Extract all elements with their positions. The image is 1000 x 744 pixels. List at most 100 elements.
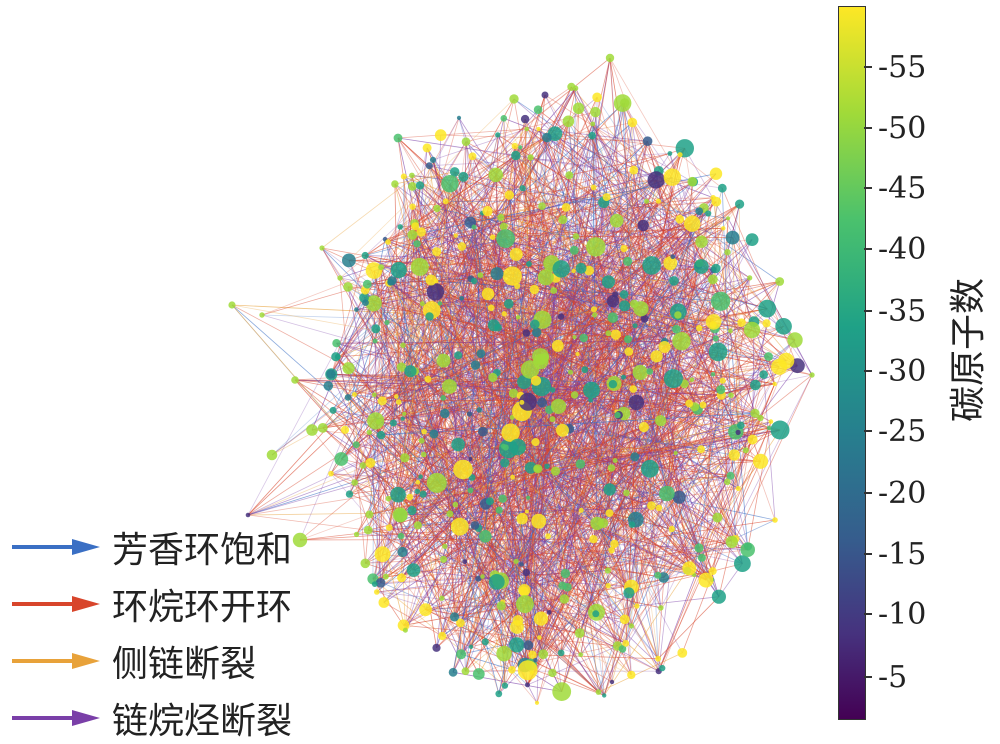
- molecule-node: [535, 701, 539, 705]
- molecule-node: [596, 689, 602, 695]
- molecule-node: [291, 376, 299, 384]
- molecule-node: [668, 151, 673, 156]
- molecule-node: [655, 656, 661, 662]
- molecule-node: [267, 450, 278, 461]
- molecule-node: [664, 369, 683, 388]
- molecule-node: [489, 168, 504, 183]
- molecule-node: [530, 670, 534, 674]
- molecule-node: [592, 312, 597, 317]
- molecule-node: [530, 320, 540, 330]
- molecule-node: [502, 682, 508, 688]
- molecule-node: [605, 330, 611, 336]
- molecule-node: [486, 497, 494, 505]
- molecule-node: [520, 185, 526, 191]
- molecule-node: [523, 329, 531, 337]
- molecule-node: [629, 521, 636, 528]
- molecule-node: [740, 542, 755, 557]
- molecule-node: [659, 341, 671, 353]
- molecule-node: [491, 267, 504, 280]
- molecule-node: [610, 214, 624, 228]
- molecule-node: [509, 637, 524, 652]
- molecule-node: [397, 573, 406, 582]
- molecule-node: [547, 610, 552, 615]
- molecule-node: [549, 416, 555, 422]
- molecule-node: [371, 324, 380, 333]
- molecule-node: [480, 574, 485, 579]
- molecule-node: [326, 369, 335, 378]
- molecule-node: [592, 610, 599, 617]
- molecule-node: [427, 283, 444, 300]
- molecule-node: [394, 134, 403, 143]
- molecule-node: [488, 373, 497, 382]
- colorbar-tick: -5: [864, 660, 907, 694]
- molecule-node: [602, 693, 606, 697]
- molecule-node: [629, 395, 644, 410]
- molecule-node: [591, 306, 597, 312]
- molecule-node: [648, 171, 665, 188]
- molecule-node: [365, 458, 375, 468]
- molecule-node: [583, 382, 600, 399]
- colorbar-tick: -55: [864, 50, 926, 84]
- molecule-node: [763, 319, 771, 327]
- molecule-node: [509, 94, 518, 103]
- molecule-node: [609, 380, 617, 388]
- molecule-node: [378, 396, 387, 405]
- arrow-icon: [12, 708, 102, 728]
- molecule-node: [427, 473, 447, 493]
- molecule-node: [352, 392, 357, 397]
- molecule-node: [408, 182, 417, 191]
- molecule-node: [526, 261, 532, 267]
- molecule-node: [687, 177, 697, 187]
- molecule-node: [620, 98, 629, 107]
- molecule-node: [407, 230, 417, 240]
- molecule-node: [477, 349, 486, 358]
- molecule-node: [495, 690, 502, 697]
- molecule-node: [343, 282, 353, 292]
- molecule-node: [404, 365, 416, 377]
- molecule-node: [716, 385, 725, 394]
- molecule-node: [620, 290, 629, 299]
- legend-item-aromatic-saturation: 芳香环饱和: [12, 522, 292, 572]
- colorbar-tick: -45: [864, 171, 926, 205]
- molecule-node: [537, 398, 547, 408]
- molecule-node: [634, 603, 639, 608]
- molecule-node: [633, 365, 648, 380]
- molecule-node: [401, 174, 407, 180]
- colorbar: [838, 6, 866, 720]
- molecule-node: [610, 680, 614, 684]
- molecule-node: [364, 526, 373, 535]
- molecule-node: [711, 264, 720, 273]
- molecule-node: [519, 400, 524, 405]
- molecule-node: [328, 471, 334, 477]
- molecule-node: [471, 360, 480, 369]
- molecule-node: [565, 171, 573, 179]
- molecule-node: [411, 258, 429, 276]
- molecule-node: [753, 454, 768, 469]
- molecule-node: [579, 334, 588, 343]
- molecule-node: [622, 640, 629, 647]
- molecule-node: [354, 532, 359, 537]
- molecule-node: [473, 668, 485, 680]
- molecule-node: [337, 275, 342, 280]
- molecule-node: [623, 587, 634, 598]
- molecule-node: [505, 190, 514, 199]
- molecule-node: [669, 526, 675, 532]
- molecule-node: [674, 451, 678, 455]
- molecule-node: [672, 325, 681, 334]
- molecule-node: [510, 475, 515, 480]
- molecule-node: [571, 391, 579, 399]
- molecule-node: [457, 116, 461, 120]
- molecule-node: [705, 210, 711, 216]
- molecule-node: [407, 563, 421, 577]
- molecule-node: [400, 342, 406, 348]
- molecule-node: [391, 262, 407, 278]
- molecule-node: [479, 530, 492, 543]
- molecule-node: [525, 510, 529, 514]
- molecule-node: [516, 315, 520, 319]
- molecule-node: [562, 203, 571, 212]
- colorbar-tick: -50: [864, 111, 926, 145]
- molecule-node: [533, 464, 542, 473]
- molecule-node: [534, 612, 548, 626]
- molecule-node: [663, 256, 677, 270]
- molecule-node: [402, 412, 406, 416]
